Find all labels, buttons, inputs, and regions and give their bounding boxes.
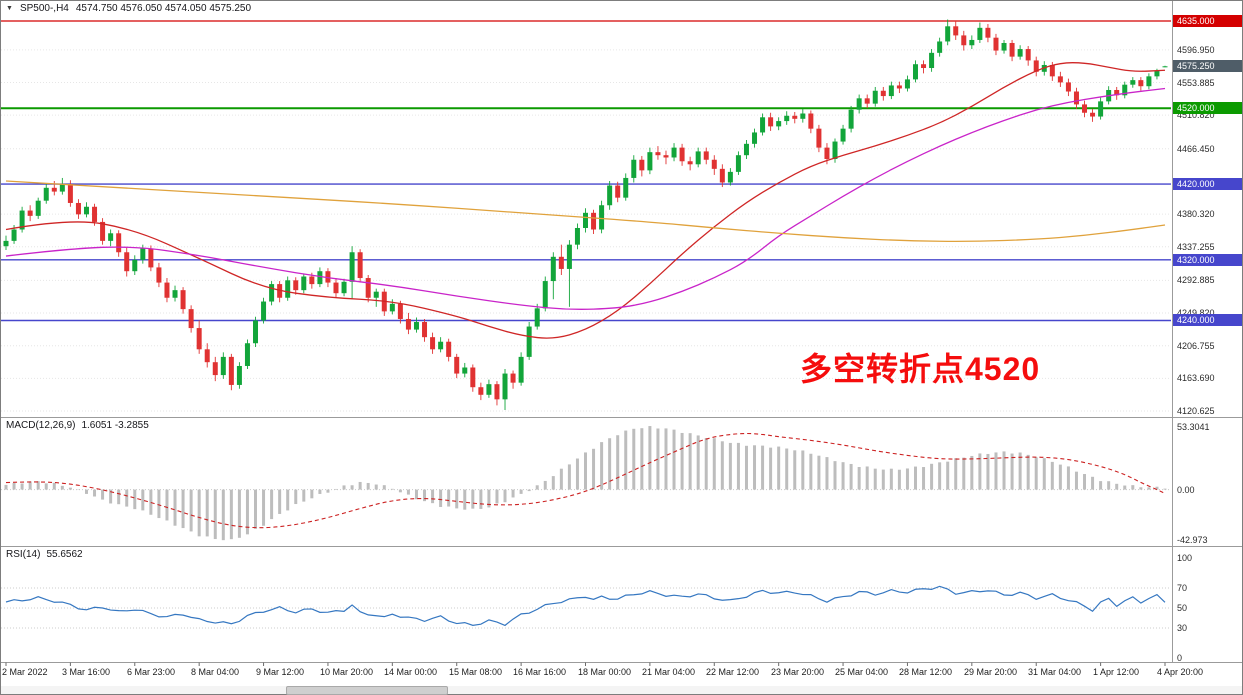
horizontal-scrollbar[interactable] [1, 686, 1242, 695]
scrollbar-thumb[interactable] [286, 686, 448, 695]
